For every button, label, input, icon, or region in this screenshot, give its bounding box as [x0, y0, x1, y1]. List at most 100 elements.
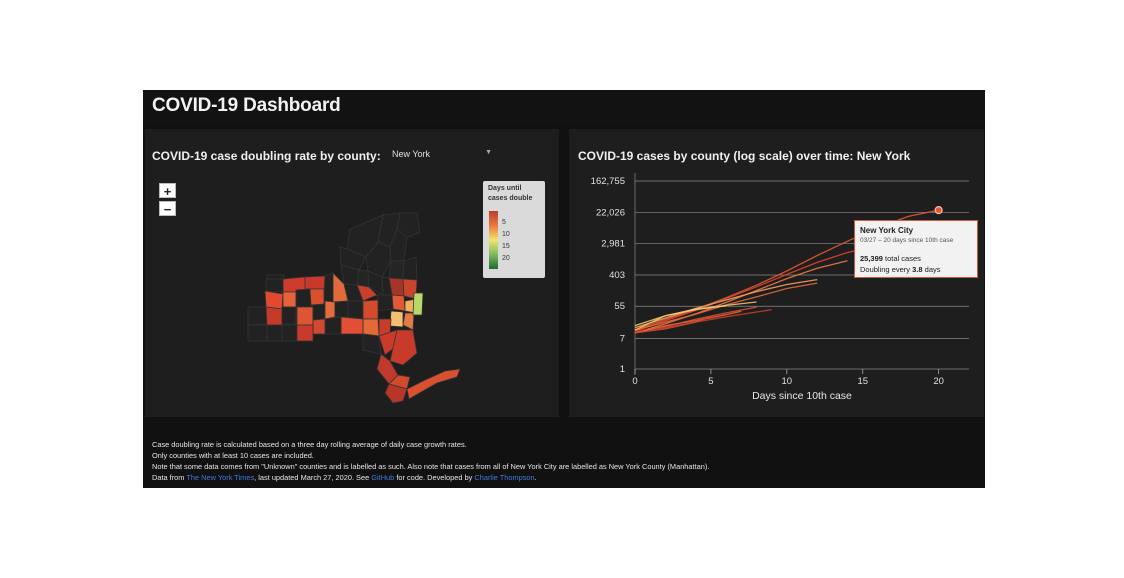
doubling-legend: Days until cases double 5 10 15 20 — [483, 181, 545, 278]
tooltip-cases-value: 25,399 — [860, 254, 883, 263]
county-allegany — [281, 324, 298, 342]
x-tick-label: 10 — [782, 376, 793, 387]
county-allegany-s — [266, 324, 283, 342]
series-line — [634, 301, 757, 327]
county-orleans — [265, 278, 284, 293]
county-delaware — [362, 318, 380, 337]
county-cayuga — [323, 272, 334, 303]
chevron-down-icon[interactable]: ▼ — [485, 149, 492, 156]
series-line — [634, 245, 879, 333]
county-dutchess-hv — [402, 312, 415, 331]
highlighted-point — [934, 206, 943, 215]
county-chemung — [312, 318, 326, 335]
legend-color-scale — [489, 211, 498, 269]
y-tick-label: 162,755 — [591, 176, 625, 187]
y-tick-label: 2,981 — [601, 239, 625, 250]
legend-tick: 10 — [502, 231, 510, 238]
county-schuyler — [312, 303, 326, 321]
county-jefferson — [339, 246, 367, 271]
county-greene — [389, 310, 404, 328]
state-select-value: New York — [392, 149, 431, 159]
tooltip-date: 03/27 – 20 days since 10th case — [860, 237, 954, 244]
x-axis-label: Days since 10th case — [752, 390, 852, 402]
zoom-out-button[interactable]: − — [159, 201, 176, 217]
legend-title-line2: cases double — [488, 195, 533, 202]
y-tick-label: 1 — [620, 364, 625, 375]
legend-tick: 20 — [502, 255, 510, 262]
county-sullivan — [362, 333, 382, 355]
series-line — [634, 282, 818, 331]
series-line — [634, 310, 742, 334]
county-erie — [264, 290, 284, 310]
chart-title: COVID-19 cases by county (log scale) ove… — [578, 149, 911, 163]
x-tick-label: 5 — [708, 376, 713, 387]
zoom-in-button[interactable]: + — [159, 183, 176, 199]
county-wyoming — [280, 306, 297, 325]
nyt-link[interactable]: The New York Times — [186, 473, 255, 482]
county-ontario — [309, 288, 325, 306]
footer-credits: Data from The New York Times, last updat… — [152, 473, 537, 482]
legend-tick: 15 — [502, 243, 510, 250]
footer-note: Note that some data comes from "Unknown"… — [152, 462, 710, 471]
county-chautauqua — [247, 306, 268, 326]
dashboard: COVID-19 Dashboard COVID-19 case doublin… — [143, 90, 985, 488]
series-line — [634, 278, 818, 329]
footer-text: , last updated March 27, 2020. See — [254, 473, 372, 482]
county-schoharie — [376, 294, 394, 312]
github-link[interactable]: GitHub — [371, 473, 395, 482]
chart-panel: COVID-19 cases by county (log scale) ove… — [569, 129, 984, 417]
chart-tooltip: New York City 03/27 – 20 days since 10th… — [854, 220, 978, 278]
county-steuben — [296, 306, 314, 326]
tooltip-cases: 25,399 total cases — [860, 254, 921, 263]
series-line — [634, 309, 772, 333]
y-tick-label: 55 — [614, 301, 625, 312]
author-link[interactable]: Charlie Thompson — [474, 473, 535, 482]
footer-notes: Case doubling rate is calculated based o… — [143, 430, 985, 488]
county-chenango — [347, 300, 364, 320]
county-washington — [402, 256, 418, 281]
y-tick-label: 403 — [609, 270, 625, 281]
county-chautauqua-s — [247, 324, 268, 342]
tooltip-cases-label: total cases — [882, 254, 921, 263]
county-genesee — [282, 291, 297, 308]
county-cattaraugus — [265, 306, 283, 326]
footer-note: Only counties with at least 10 cases are… — [152, 451, 314, 460]
cases-line-chart[interactable]: 1 7 55 403 2,981 22,026 162,755 0 5 10 15 20 Days si… — [569, 129, 984, 417]
tooltip-doubling-pre: Doubling every — [860, 265, 913, 274]
county-niagara — [266, 274, 285, 280]
county-livingston — [295, 288, 312, 308]
page-title: COVID-19 Dashboard — [152, 95, 341, 116]
series-line — [634, 305, 727, 331]
legend-title-line1: Days until — [488, 185, 522, 192]
x-tick-label: 0 — [632, 376, 637, 387]
map-title: COVID-19 case doubling rate by county: — [152, 149, 381, 163]
tooltip-doubling-value: 3.8 — [912, 265, 923, 274]
legend-tick: 5 — [502, 219, 506, 226]
county-long-island — [406, 368, 461, 400]
county-wayne — [304, 275, 326, 290]
map-panel: COVID-19 case doubling rate by county: N… — [145, 129, 559, 417]
county-broome — [340, 316, 364, 335]
county-tioga — [324, 316, 342, 335]
tooltip-doubling: Doubling every 3.8 days — [860, 265, 941, 274]
state-select[interactable]: New York ▼ — [392, 149, 492, 165]
x-tick-label: 15 — [857, 376, 868, 387]
tooltip-doubling-post: days — [922, 265, 941, 274]
county-tompkins — [324, 300, 336, 320]
county-putnam-westchester — [389, 329, 418, 366]
county-otsego — [362, 299, 379, 320]
county-nyc — [384, 383, 408, 404]
x-tick-label: 20 — [933, 376, 944, 387]
app-header: COVID-19 Dashboard — [143, 90, 985, 124]
county-map[interactable] — [145, 129, 559, 417]
footer-text: Data from — [152, 473, 187, 482]
y-tick-label: 7 — [620, 334, 625, 345]
footer-text: . — [534, 473, 537, 482]
tooltip-county: New York City — [860, 226, 914, 235]
series-line — [634, 316, 712, 334]
county-warren — [388, 260, 405, 280]
county-dutchess — [412, 292, 424, 316]
footer-text: for code. Developed by — [394, 473, 475, 482]
county-cortland — [334, 300, 349, 318]
y-tick-label: 22,026 — [596, 207, 625, 218]
